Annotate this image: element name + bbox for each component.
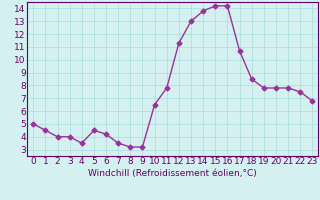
X-axis label: Windchill (Refroidissement éolien,°C): Windchill (Refroidissement éolien,°C) — [88, 169, 257, 178]
